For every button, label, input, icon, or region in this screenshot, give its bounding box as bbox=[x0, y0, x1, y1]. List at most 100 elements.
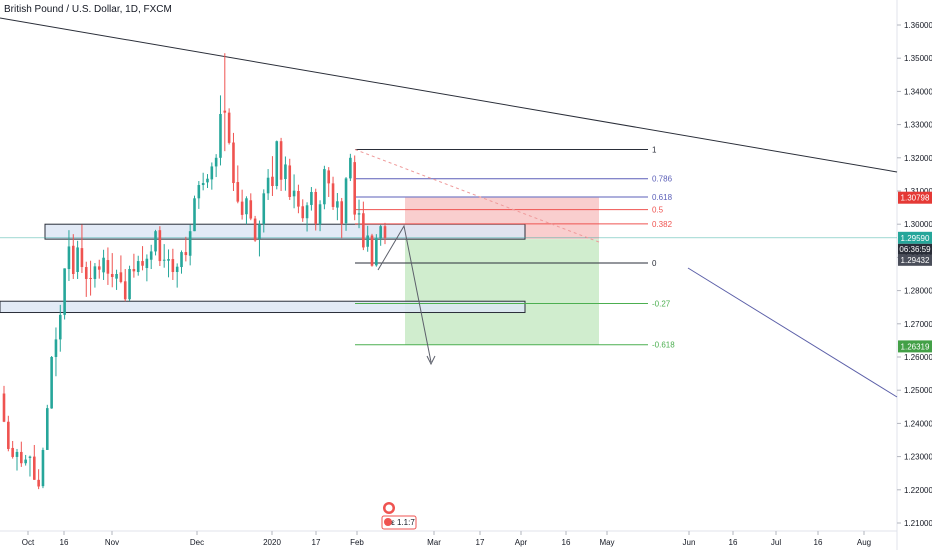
candle-body bbox=[353, 162, 356, 215]
candle-body bbox=[227, 112, 231, 143]
candle-body bbox=[41, 449, 45, 487]
candle-body bbox=[375, 238, 378, 266]
fib-level-label: 0.5 bbox=[652, 206, 664, 215]
candle-body bbox=[188, 231, 192, 256]
candle-body bbox=[310, 191, 313, 205]
candle-body bbox=[275, 141, 279, 187]
y-tick-label: 1.21000 bbox=[904, 519, 932, 528]
countdown-badge: 06:36:59 bbox=[899, 245, 931, 254]
events-icon[interactable]: ε 1.1:7 bbox=[381, 502, 417, 530]
fib-level-label: 0.786 bbox=[652, 175, 673, 184]
x-tick-label: Jun bbox=[683, 538, 696, 547]
fib-level-label: 0 bbox=[652, 259, 657, 268]
candle-body bbox=[271, 176, 274, 187]
x-tick-label: Apr bbox=[515, 538, 528, 547]
candle-body bbox=[102, 257, 105, 273]
fib-level-label: 0.382 bbox=[652, 220, 673, 229]
reward-zone[interactable] bbox=[405, 239, 599, 345]
candle-body bbox=[201, 183, 205, 186]
candle-body bbox=[253, 218, 257, 241]
candle-body bbox=[249, 200, 253, 219]
candle-body bbox=[297, 191, 300, 207]
trend-lines[interactable] bbox=[0, 17, 898, 398]
candle-body bbox=[193, 198, 196, 232]
candle-body bbox=[232, 142, 235, 184]
candle-body bbox=[20, 451, 23, 464]
price-badges: 1.30798 1.29590 06:36:59 1.29432 1.26319 bbox=[898, 191, 932, 353]
x-tick-label: 2020 bbox=[263, 538, 281, 547]
y-tick-label: 1.35000 bbox=[904, 54, 932, 63]
candle-body bbox=[67, 246, 71, 270]
x-tick-label: Oct bbox=[22, 538, 35, 547]
candle-body bbox=[262, 193, 266, 225]
candle-body bbox=[318, 204, 322, 225]
candle-body bbox=[132, 269, 136, 272]
x-tick-label: 16 bbox=[814, 538, 823, 547]
candle-body bbox=[24, 459, 27, 464]
candle-body bbox=[379, 226, 382, 239]
candle-body bbox=[84, 267, 88, 279]
candle-body bbox=[158, 230, 162, 262]
fib-level-label: -0.618 bbox=[652, 341, 675, 350]
main-trend-line[interactable] bbox=[0, 17, 898, 173]
candle-body bbox=[141, 261, 144, 266]
y-tick-label: 1.31000 bbox=[904, 187, 932, 196]
candle-body bbox=[167, 259, 170, 261]
x-tick-label: 16 bbox=[729, 538, 738, 547]
candle-body bbox=[305, 205, 309, 219]
candle-body bbox=[340, 201, 344, 225]
y-tick-label: 1.24000 bbox=[904, 419, 932, 428]
candle-body bbox=[7, 421, 10, 449]
candle-body bbox=[149, 251, 153, 260]
candle-body bbox=[210, 166, 214, 180]
candle-body bbox=[50, 357, 53, 409]
candle-body bbox=[106, 260, 110, 274]
current-price-badge: 1.29590 bbox=[901, 234, 930, 243]
x-tick-label: Feb bbox=[350, 538, 364, 547]
candle-body bbox=[162, 259, 166, 261]
y-tick-label: 1.36000 bbox=[904, 21, 932, 30]
candle-body bbox=[123, 281, 127, 300]
sr-zone[interactable] bbox=[0, 300, 526, 314]
candle-body bbox=[128, 269, 131, 300]
x-tick-label: May bbox=[599, 538, 614, 547]
candle-body bbox=[154, 231, 157, 252]
position-tool[interactable] bbox=[405, 197, 599, 345]
x-tick-label: 17 bbox=[476, 538, 485, 547]
projection-path[interactable] bbox=[377, 224, 432, 363]
candle-body bbox=[171, 259, 175, 273]
candle-body bbox=[314, 191, 318, 224]
candle-body bbox=[97, 266, 101, 270]
candle-body bbox=[245, 198, 248, 215]
x-tick-label: 16 bbox=[562, 538, 571, 547]
y-tick-label: 1.30000 bbox=[904, 220, 932, 229]
sr-zone[interactable] bbox=[44, 223, 526, 240]
candle-body bbox=[362, 213, 365, 248]
stop-price-badge: 1.30798 bbox=[901, 194, 930, 203]
x-axis[interactable]: Oct 16 Nov Dec 2020 17 Feb Mar 17 Apr 16 May Jun 16 Ju… bbox=[22, 531, 871, 547]
y-tick-label: 1.28000 bbox=[904, 287, 932, 296]
candle-body bbox=[336, 201, 339, 208]
y-axis[interactable]: 1.36000 1.35000 1.34000 1.33000 1.32000 1.310… bbox=[897, 21, 932, 528]
y-tick-label: 1.34000 bbox=[904, 87, 932, 96]
fib-trend-dashed[interactable] bbox=[354, 149, 601, 243]
x-tick-label: Jul bbox=[771, 538, 781, 547]
svg-text:ε 1.1:7: ε 1.1:7 bbox=[391, 518, 415, 527]
stop-price-badge-bg bbox=[898, 191, 932, 204]
fib-retracement[interactable]: 1 0.786 0.618 0.5 0.382 0 -0.27 -0.618 bbox=[354, 146, 675, 350]
candle-body bbox=[93, 266, 97, 279]
close-badge-bg bbox=[898, 254, 932, 266]
candle-body bbox=[2, 393, 6, 422]
candle-body bbox=[370, 235, 374, 266]
candle-body bbox=[15, 451, 19, 457]
candle-body bbox=[33, 456, 36, 480]
projection-arrows[interactable] bbox=[377, 224, 436, 366]
fib-level-label: 0.618 bbox=[652, 193, 673, 202]
y-tick-label: 1.23000 bbox=[904, 453, 932, 462]
candle-body bbox=[63, 268, 66, 315]
candle-body bbox=[223, 110, 227, 113]
lower-trend-line[interactable] bbox=[687, 267, 898, 398]
support-resistance-zones[interactable] bbox=[0, 223, 897, 314]
candle-body bbox=[288, 165, 292, 197]
